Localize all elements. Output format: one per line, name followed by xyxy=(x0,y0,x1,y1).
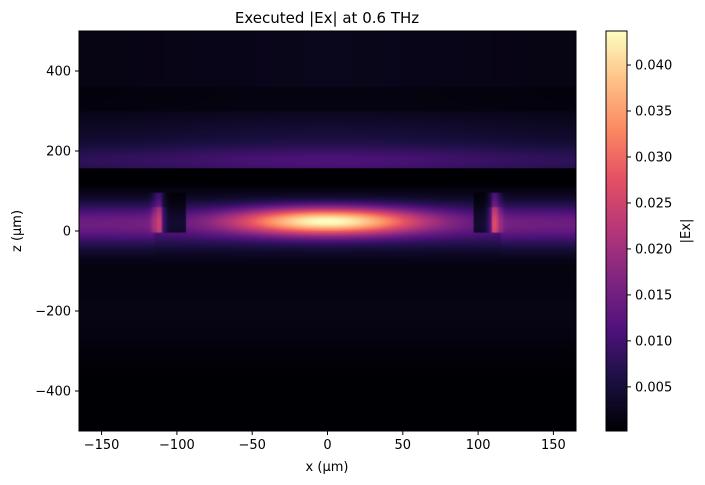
x-tick-label: −50 xyxy=(238,438,265,453)
colorbar-gradient xyxy=(606,31,627,431)
y-tick-label: −400 xyxy=(35,385,71,400)
y-tick-label: −200 xyxy=(35,305,71,320)
x-tick-label: 0 xyxy=(323,438,331,453)
colorbar-tick-label: 0.035 xyxy=(635,105,672,120)
x-tick-label: 150 xyxy=(541,438,566,453)
chart-title: Executed |Ex| at 0.6 THz xyxy=(235,9,419,27)
x-tick-label: −150 xyxy=(84,438,120,453)
x-tick-label: 50 xyxy=(395,438,412,453)
colorbar-tick-label: 0.020 xyxy=(635,242,672,257)
x-tick-label: −100 xyxy=(159,438,195,453)
colorbar-tick-label: 0.040 xyxy=(635,59,672,74)
colorbar-tick-label: 0.030 xyxy=(635,150,672,165)
y-tick-label: 0 xyxy=(63,225,71,240)
y-axis-label: z (µm) xyxy=(10,210,25,252)
y-tick-label: 200 xyxy=(46,145,71,160)
colorbar-tick-label: 0.005 xyxy=(635,380,672,395)
x-axis-label: x (µm) xyxy=(306,460,349,475)
x-axis: −150 −100 −50 0 50 100 150 xyxy=(84,431,566,453)
x-tick-label: 100 xyxy=(466,438,491,453)
colorbar: 0.005 0.010 0.015 0.020 0.025 0.030 0.035 0.040… xyxy=(605,30,694,432)
colorbar-tick-label: 0.025 xyxy=(635,196,672,211)
heatmap-plot xyxy=(78,30,577,432)
colorbar-ticks: 0.005 0.010 0.015 0.020 0.025 0.030 0.035 0.040 xyxy=(627,59,672,395)
heatmap-image xyxy=(79,31,576,431)
y-tick-label: 400 xyxy=(46,65,71,80)
colorbar-frame xyxy=(605,30,628,432)
y-axis: −400 −200 0 200 400 xyxy=(35,65,79,400)
colorbar-label: |Ex| xyxy=(679,219,694,244)
colorbar-tick-label: 0.015 xyxy=(635,288,672,303)
colorbar-tick-label: 0.010 xyxy=(635,334,672,349)
